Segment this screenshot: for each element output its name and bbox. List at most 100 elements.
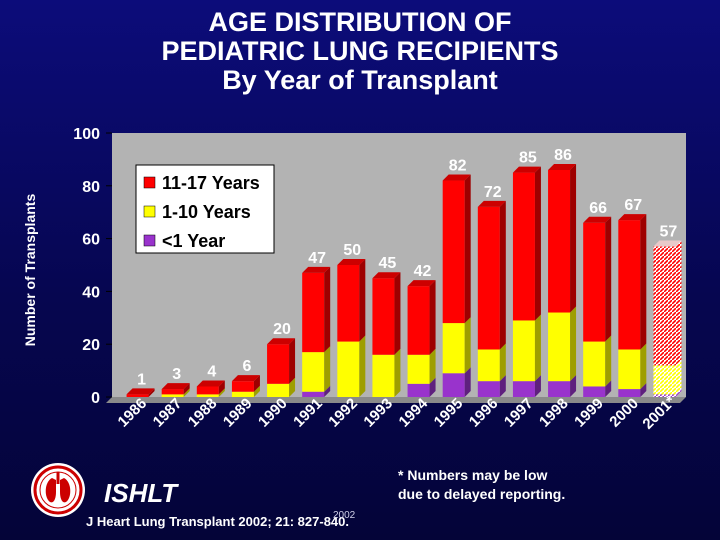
bar-segment-side: [289, 377, 296, 397]
bar-segment: [653, 246, 676, 366]
bar-segment-side: [675, 240, 682, 366]
bar-segment: [196, 394, 219, 397]
plot-floor: [106, 397, 686, 403]
bar-segment-side: [570, 375, 577, 397]
bar-segment: [583, 386, 606, 397]
bar-top: [653, 240, 682, 247]
bar-total-label: 66: [589, 200, 607, 217]
bar-segment: [583, 341, 606, 387]
bar-segment-side: [429, 348, 436, 384]
bar-segment-side: [464, 317, 471, 374]
y-axis-label: Number of Transplants: [22, 193, 38, 347]
y-tick-label: 60: [82, 232, 100, 249]
bar-top: [161, 383, 190, 390]
bar-segment: [337, 265, 360, 342]
ishlt-logo-icon: [31, 463, 85, 517]
bar-segment-side: [253, 385, 260, 397]
bar-segment: [618, 220, 641, 350]
footnote: * Numbers may be low due to delayed repo…: [398, 466, 565, 504]
bar-segment: [267, 383, 290, 397]
bar-segment: [161, 389, 184, 395]
bar-segment-side: [183, 388, 190, 397]
bar-total-label: 86: [554, 147, 572, 164]
bar-segment: [442, 180, 465, 324]
footnote-line-1: * Numbers may be low: [398, 467, 548, 483]
bar-segment: [196, 386, 219, 395]
bar-segment-side: [675, 359, 682, 395]
bar-top: [583, 216, 612, 223]
bar-segment-side: [534, 314, 541, 382]
legend-label: 11-17 Years: [162, 173, 260, 193]
title-line-1: AGE DISTRIBUTION OF: [208, 7, 512, 37]
legend-label: <1 Year: [162, 231, 225, 251]
bar-top: [512, 166, 541, 173]
y-tick-label: 80: [82, 179, 100, 196]
bar-segment-side: [359, 259, 366, 342]
bar-segment-side: [605, 216, 612, 342]
bar-total-label: 47: [308, 250, 326, 267]
bar-segment: [512, 172, 535, 321]
bar-segment: [618, 389, 641, 397]
bar-segment-side: [324, 346, 331, 392]
bar-total-label: 57: [660, 224, 678, 241]
slide-title: AGE DISTRIBUTION OF PEDIATRIC LUNG RECIP…: [0, 8, 720, 95]
bar-segment: [618, 349, 641, 390]
bar-segment: [231, 391, 254, 397]
bar-segment-side: [148, 388, 155, 397]
bar-segment: [302, 391, 325, 397]
citation: J Heart Lung Transplant 2002; 21: 827-84…: [86, 514, 349, 529]
bar-segment-side: [675, 388, 682, 397]
bar-segment-side: [640, 343, 647, 390]
bar-top: [618, 214, 647, 221]
title-line-2: PEDIATRIC LUNG RECIPIENTS: [161, 36, 559, 66]
bar-total-label: 45: [379, 255, 397, 272]
bar-segment: [477, 349, 500, 382]
legend-box: [135, 164, 275, 254]
bar-segment-side: [429, 280, 436, 355]
bar-total-label: 6: [242, 358, 251, 375]
year-stamp: 2002: [333, 510, 356, 521]
bar-total-label: 3: [172, 366, 181, 383]
y-tick-label: 40: [82, 284, 100, 301]
bar-top: [407, 280, 436, 287]
bar-segment: [653, 365, 676, 395]
bar-segment: [231, 381, 254, 392]
bar-segment-side: [605, 335, 612, 387]
bar-segment-side: [218, 380, 225, 395]
bar-total-label: 85: [519, 150, 537, 167]
bar-top: [548, 163, 577, 170]
bar-total-label: 82: [449, 158, 467, 175]
bar-total-label: 42: [414, 263, 432, 280]
bar-segment-side: [183, 383, 190, 395]
bar-segment: [477, 206, 500, 350]
bar-segment-side: [429, 377, 436, 397]
bar-top: [267, 338, 296, 345]
bar-segment: [372, 354, 395, 397]
bar-segment: [548, 312, 571, 382]
bar-segment: [548, 169, 571, 313]
legend-swatch: [143, 205, 156, 218]
bar-segment-side: [534, 166, 541, 321]
bar-segment: [407, 286, 430, 355]
bar-segment-side: [394, 348, 401, 397]
bar-top: [302, 266, 331, 273]
bar-segment: [267, 344, 290, 384]
legend-swatch: [143, 176, 156, 189]
bar-segment-side: [253, 375, 260, 392]
bar-total-label: 50: [343, 242, 361, 259]
bar-segment: [477, 381, 500, 397]
bar-segment: [337, 341, 360, 397]
y-tick-label: 20: [82, 337, 100, 354]
bar-segment-side: [605, 380, 612, 397]
bar-segment-side: [464, 367, 471, 397]
bar-segment: [442, 323, 465, 374]
bar-segment-side: [394, 272, 401, 355]
legend-swatch: [143, 234, 156, 247]
bar-segment-side: [534, 375, 541, 397]
bar-top: [231, 375, 260, 382]
bar-segment-side: [324, 385, 331, 397]
bar-segment-side: [324, 266, 331, 353]
bar-segment-side: [640, 383, 647, 397]
bar-segment: [653, 394, 676, 397]
bar-top: [337, 259, 366, 265]
